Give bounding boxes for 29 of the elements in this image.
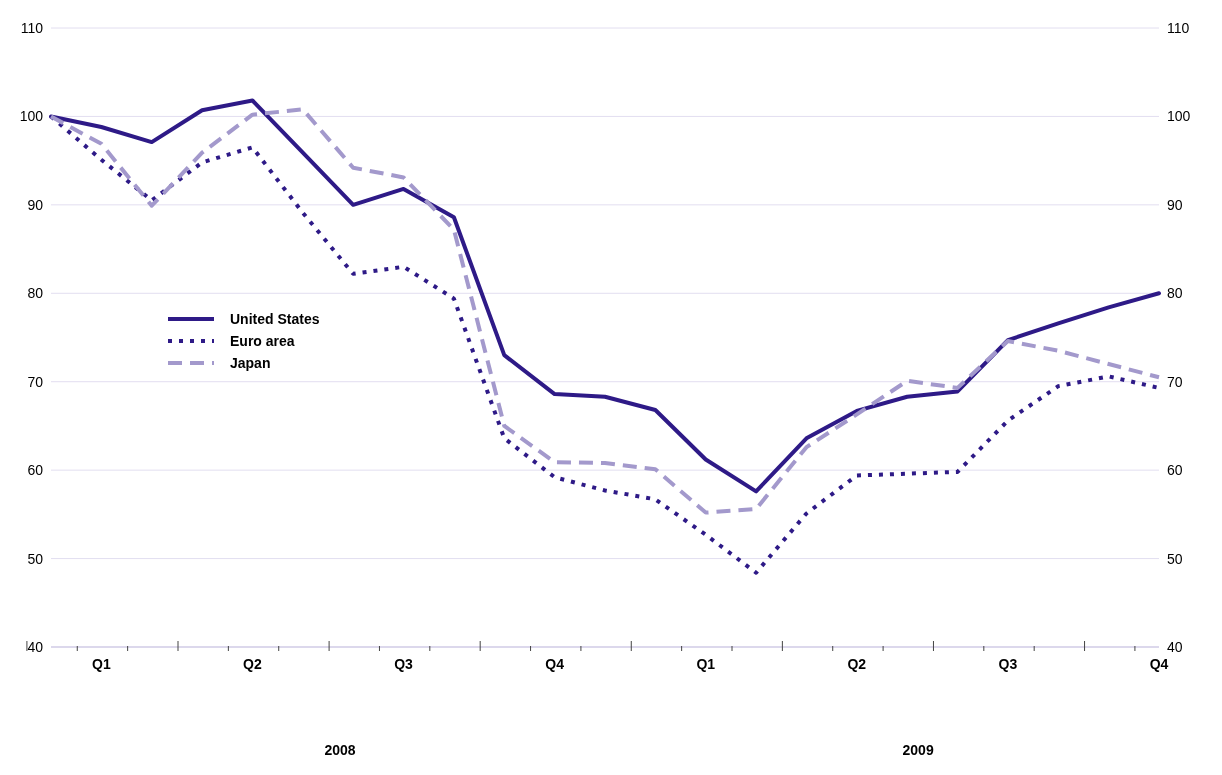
- legend-label: United States: [230, 311, 320, 327]
- legend-label: Japan: [230, 355, 271, 371]
- y2-tick-label: 90: [1167, 196, 1183, 213]
- y2-tick-label: 80: [1167, 285, 1183, 302]
- y2-tick-label: 70: [1167, 373, 1183, 390]
- x-tick-label: Q1: [696, 656, 716, 672]
- text: 2009: [901, 742, 935, 758]
- x-tick-label: Q1: [92, 656, 111, 672]
- y2-tick-label: 40: [1167, 638, 1183, 655]
- x-tick-label: Q4: [1149, 656, 1169, 672]
- legend-label: Euro area: [230, 333, 295, 349]
- x-tick-label: Q3: [394, 656, 414, 672]
- y-tick-label: 80: [27, 285, 44, 302]
- y-tick-label: 40: [27, 638, 44, 655]
- y-tick-label: 60: [27, 462, 44, 479]
- text: 2008: [323, 742, 357, 758]
- y2-tick-label: 110: [1167, 19, 1190, 36]
- y-tick-label: 90: [27, 196, 44, 213]
- y2-tick-label: 100: [1167, 108, 1191, 125]
- x-tick-label: Q2: [847, 656, 867, 672]
- y-tick-label: 50: [27, 550, 44, 567]
- y2-tick-label: 60: [1167, 462, 1183, 479]
- x-tick-label: Q3: [998, 656, 1018, 672]
- y2-tick-label: 50: [1167, 550, 1183, 567]
- y-tick-label: 70: [27, 373, 44, 390]
- x-tick-label: Q4: [545, 656, 565, 672]
- y-tick-label: 100: [19, 108, 44, 125]
- x-tick-label: Q2: [243, 656, 262, 672]
- y-tick-label: 110: [20, 19, 44, 36]
